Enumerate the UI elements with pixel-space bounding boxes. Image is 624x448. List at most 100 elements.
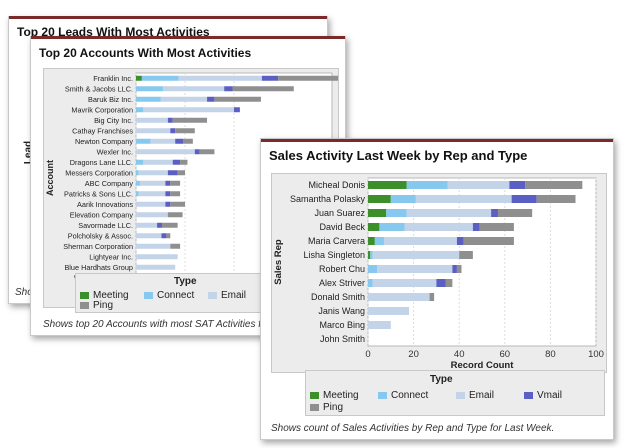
accounts-category-label: Lightyear Inc. bbox=[89, 252, 133, 261]
sales-legend-email-label: Email bbox=[469, 390, 495, 401]
accounts-legend-ping-label: Ping bbox=[93, 300, 114, 311]
accounts-bar-ping bbox=[177, 170, 185, 176]
accounts-legend-email: Email bbox=[208, 290, 246, 301]
accounts-legend-connect: Connect bbox=[144, 290, 194, 301]
sales-bar-ping bbox=[463, 237, 514, 245]
accounts-bar-vmail bbox=[167, 117, 173, 123]
accounts-bar-email bbox=[143, 107, 234, 113]
accounts-category-label: Baruk Biz Inc. bbox=[88, 95, 133, 104]
accounts-bar-ping bbox=[170, 180, 181, 186]
accounts-bar-ping bbox=[166, 233, 171, 239]
leads-card-caption: Show bbox=[15, 287, 41, 298]
sales-bar-ping bbox=[429, 293, 435, 301]
accounts-legend-ping: Ping bbox=[80, 300, 113, 311]
sales-bar-connect bbox=[368, 265, 378, 273]
accounts-legend-meeting-label: Meeting bbox=[93, 290, 129, 301]
accounts-legend-email-label: Email bbox=[221, 290, 247, 301]
sales-legend-vmail-label: Vmail bbox=[537, 390, 563, 401]
sales-bar-meeting bbox=[368, 195, 391, 203]
sales-category-label: Samantha Polasky bbox=[290, 194, 366, 204]
accounts-bar-email bbox=[136, 233, 162, 239]
accounts-bar-ping bbox=[161, 222, 178, 228]
sales-category-label: John Smith bbox=[320, 334, 365, 344]
sales-legend-connect-label: Connect bbox=[391, 390, 429, 401]
sales-card: Sales Activity Last Week by Rep and Type… bbox=[260, 138, 614, 440]
sales-legend-email-swatch bbox=[456, 391, 465, 399]
accounts-bar-email bbox=[136, 264, 176, 270]
sales-category-label: Janis Wang bbox=[318, 306, 365, 316]
accounts-category-label: Wexler Inc. bbox=[97, 147, 133, 156]
accounts-bar-vmail bbox=[165, 180, 171, 186]
accounts-category-label: Big City Inc. bbox=[94, 116, 133, 125]
accounts-category-label: Dragons Lane LLC. bbox=[70, 158, 133, 167]
accounts-category-label: Sherman Corporation bbox=[63, 242, 133, 251]
sales-bar-email bbox=[406, 209, 492, 217]
leads-card-title: Top 20 Leads With Most Activities bbox=[17, 25, 210, 39]
sales-x-tick-label: 20 bbox=[408, 349, 419, 360]
sales-bar-ping bbox=[479, 223, 514, 231]
accounts-bar-vmail bbox=[175, 138, 184, 144]
accounts-bar-email bbox=[136, 117, 168, 123]
accounts-category-label: Elevation Company bbox=[70, 210, 134, 219]
accounts-bar-vmail bbox=[194, 149, 200, 155]
accounts-bar-vmail bbox=[224, 86, 233, 92]
sales-bar-vmail bbox=[511, 195, 537, 203]
accounts-bar-ping bbox=[180, 159, 188, 165]
sales-bar-connect bbox=[390, 195, 416, 203]
accounts-bar-connect bbox=[136, 107, 144, 113]
sales-card-title: Sales Activity Last Week by Rep and Type bbox=[269, 148, 528, 163]
accounts-legend-meeting: Meeting bbox=[80, 290, 129, 301]
sales-legend-connect-swatch bbox=[378, 391, 387, 399]
sales-category-label: Juan Suarez bbox=[314, 208, 365, 218]
accounts-bar-ping bbox=[214, 96, 261, 102]
accounts-bar-email bbox=[136, 254, 178, 260]
sales-x-tick-label: 100 bbox=[588, 349, 604, 360]
sales-category-label: Lisha Singleton bbox=[303, 250, 365, 260]
accounts-bar-vmail bbox=[261, 75, 279, 81]
accounts-bar-ping bbox=[170, 201, 185, 207]
accounts-category-label: Blue Hardhats Group bbox=[64, 263, 133, 272]
accounts-bar-ping bbox=[175, 128, 195, 134]
sales-x-tick-label: 80 bbox=[545, 349, 556, 360]
accounts-legend-connect-swatch bbox=[144, 291, 153, 299]
sales-bar-ping bbox=[459, 251, 473, 259]
accounts-bar-email bbox=[138, 191, 166, 197]
sales-bar-meeting bbox=[368, 181, 407, 189]
accounts-bar-connect bbox=[136, 180, 140, 186]
accounts-bar-email bbox=[139, 180, 166, 186]
sales-bar-connect bbox=[406, 181, 448, 189]
accounts-bar-meeting bbox=[136, 75, 142, 81]
sales-bar-vmail bbox=[452, 265, 457, 273]
accounts-bar-email bbox=[136, 149, 195, 155]
sales-legend-ping-swatch bbox=[310, 403, 319, 411]
sales-chart-svg: 0 20 40 60 80 100 Micheal Donis Samantha Polask… bbox=[273, 177, 604, 371]
accounts-bar-connect bbox=[136, 138, 151, 144]
accounts-bar-vmail bbox=[170, 128, 176, 134]
accounts-bar-vmail bbox=[165, 191, 171, 197]
sales-legend-meeting-label: Meeting bbox=[323, 390, 359, 401]
sales-legend-email: Email bbox=[456, 390, 494, 401]
sales-legend-connect: Connect bbox=[378, 390, 428, 401]
sales-bar-meeting bbox=[368, 251, 371, 259]
accounts-category-label: Polcholsky & Assoc. bbox=[68, 231, 133, 240]
accounts-legend-email-swatch bbox=[208, 291, 217, 299]
sales-legend-ping-label: Ping bbox=[323, 402, 344, 413]
sales-bar-vmail bbox=[491, 209, 498, 217]
sales-category-label: Micheal Donis bbox=[308, 180, 365, 190]
accounts-bar-vmail bbox=[165, 201, 171, 207]
accounts-bar-vmail bbox=[161, 233, 167, 239]
accounts-bar-email bbox=[136, 212, 168, 218]
accounts-category-label: Savormade LLC. bbox=[78, 221, 133, 230]
sales-bar-meeting bbox=[368, 209, 387, 217]
accounts-bar-ping bbox=[183, 138, 193, 144]
accounts-category-label: Newton Company bbox=[75, 137, 133, 146]
sales-legend-meeting-swatch bbox=[310, 391, 319, 399]
sales-bar-meeting bbox=[368, 223, 380, 231]
sales-legend-meeting: Meeting bbox=[310, 390, 359, 401]
sales-x-tick-label: 0 bbox=[365, 349, 370, 360]
accounts-bar-email bbox=[136, 128, 171, 134]
sales-bar-email bbox=[415, 195, 512, 203]
sales-bar-connect bbox=[374, 237, 384, 245]
accounts-bar-email bbox=[136, 222, 158, 228]
accounts-bar-connect bbox=[136, 96, 161, 102]
